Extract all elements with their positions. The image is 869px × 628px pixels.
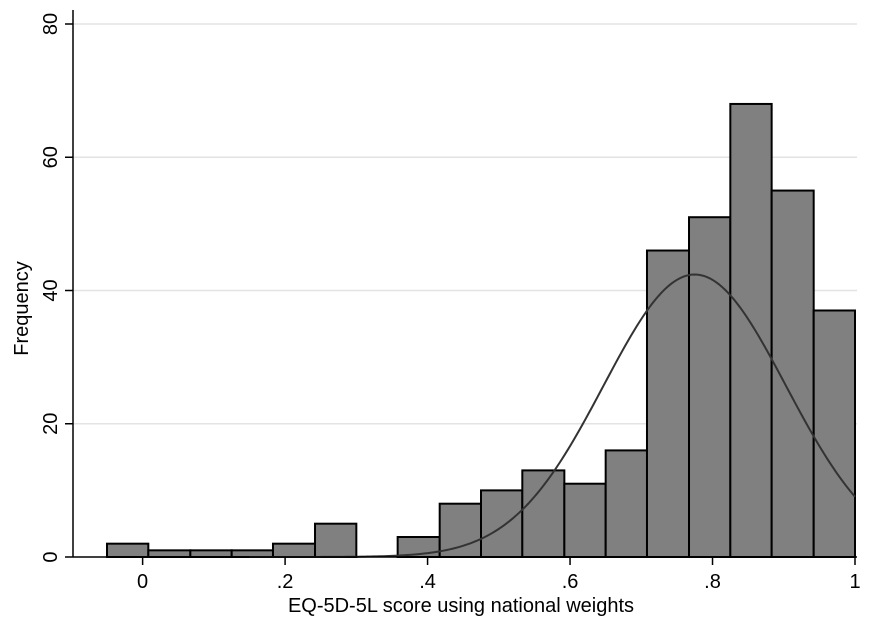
axes (72, 10, 857, 558)
x-tick-label-4: .8 (704, 571, 721, 593)
histogram-bar-12 (604, 449, 648, 558)
histogram-bar-14 (688, 216, 732, 558)
x-tick-label-5: 1 (849, 571, 860, 593)
histogram-bar-0 (106, 542, 150, 558)
y-tick-label-3: 60 (40, 146, 62, 168)
x-tick-label-1: .2 (277, 571, 294, 593)
x-tick-label-3: .6 (562, 571, 579, 593)
histogram-bars (106, 102, 856, 559)
x-axis-title: EQ-5D-5L score using national weights (288, 595, 634, 617)
histogram-bar-11 (563, 482, 607, 558)
histogram-bar-13 (645, 249, 691, 558)
x-axis-ticks: 0 .2 .4 .6 .8 1 (137, 557, 861, 593)
x-tick-label-2: .4 (419, 571, 436, 593)
y-axis-title: Frequency (11, 261, 33, 356)
histogram-bar-15 (729, 102, 773, 558)
y-tick-label-1: 20 (40, 413, 62, 435)
x-tick-label-0: 0 (137, 571, 148, 593)
histogram-bar-8 (438, 502, 483, 559)
y-tick-label-2: 40 (40, 279, 62, 301)
histogram-bar-4 (271, 542, 317, 558)
histogram-bar-1 (147, 549, 192, 559)
histogram-bar-10 (521, 469, 566, 559)
histogram-bar-16 (770, 189, 815, 558)
histogram-bar-5 (314, 522, 358, 558)
y-axis-ticks: 0 20 40 60 80 (40, 13, 73, 563)
histogram-bar-17 (812, 309, 856, 558)
histogram-bar-9 (480, 489, 524, 558)
y-tick-label-0: 0 (40, 551, 62, 562)
histogram-bar-2 (189, 549, 233, 559)
y-tick-label-4: 80 (40, 13, 62, 35)
